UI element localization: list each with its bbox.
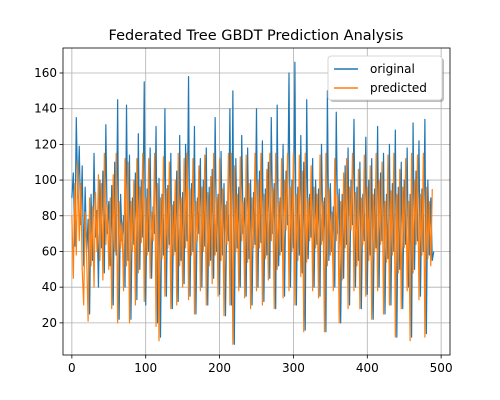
- series-line-original: [71, 61, 435, 345]
- y-tick-label: 120: [34, 137, 57, 151]
- plot-frame: [62, 47, 451, 356]
- y-tick-label: 80: [42, 209, 57, 223]
- legend-label-original: original: [370, 62, 415, 76]
- legend-label-predicted: predicted: [370, 81, 427, 95]
- y-tick-label: 40: [42, 280, 57, 294]
- ticks: 0 100 200 300 400 500 20 40 60 80 100 120 140 160: [34, 66, 452, 375]
- y-tick-label: 20: [42, 316, 57, 330]
- y-tick-label: 60: [42, 244, 57, 258]
- series-line-predicted: [71, 152, 433, 345]
- legend-box: [327, 55, 443, 101]
- x-tick-label: 0: [68, 361, 76, 375]
- chart-title: Federated Tree GBDT Prediction Analysis: [109, 28, 404, 44]
- y-tick-label: 160: [34, 66, 57, 80]
- x-tick-label: 300: [282, 361, 305, 375]
- x-tick-label: 100: [134, 361, 157, 375]
- series-layer: [71, 61, 435, 345]
- y-tick-label: 100: [34, 173, 57, 187]
- x-tick-label: 400: [356, 361, 379, 375]
- legend: original predicted: [327, 55, 444, 102]
- y-tick-label: 140: [34, 102, 57, 116]
- x-tick-label: 500: [430, 361, 453, 375]
- x-tick-label: 200: [208, 361, 231, 375]
